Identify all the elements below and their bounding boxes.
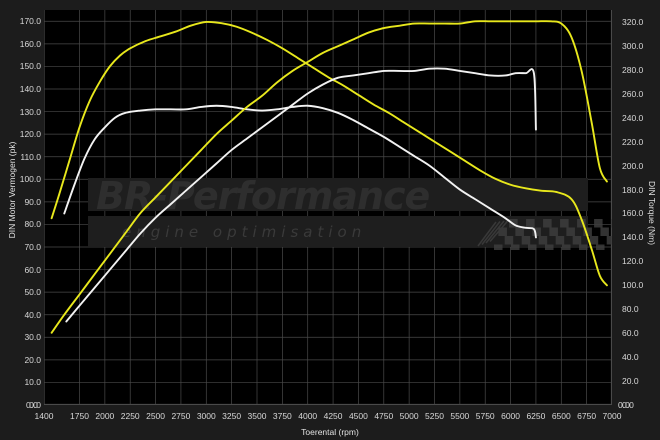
y-axis-left-tick-label: 50.0 <box>24 287 41 298</box>
y-axis-right-tick-label: 240.0 <box>622 112 644 123</box>
y-axis-right-tick-label: 120.0 <box>622 256 644 267</box>
axis-zero-label-left: 0.0 <box>26 400 38 410</box>
x-axis-tick-label: 3000 <box>196 411 216 421</box>
y-axis-right-tick-label: 160.0 <box>622 208 644 219</box>
y-axis-left-tick-label: 80.0 <box>24 219 41 230</box>
y-axis-left-tick-label: 0.0 <box>29 400 41 410</box>
curve-stock-torque-nm <box>63 104 537 239</box>
x-axis-tick-label: 6750 <box>577 411 597 421</box>
x-axis-tick-label: 3250 <box>222 411 242 421</box>
y-axis-left-tick-label: 150.0 <box>19 61 41 72</box>
x-axis-tick-label: 4000 <box>298 411 318 421</box>
data-curves <box>50 20 608 334</box>
y-axis-right-tick-label: 60.0 <box>622 328 639 339</box>
curve-tuned-power-pk <box>50 20 608 334</box>
x-axis-tick-label: 2000 <box>95 411 115 421</box>
x-axis-tick-label: 4500 <box>348 411 368 421</box>
y-axis-right-tick-label: 260.0 <box>622 88 644 99</box>
x-axis-tick-label: 1750 <box>70 411 89 421</box>
x-axis-title: Toerental (rpm) <box>301 427 359 437</box>
plot-area[interactable]: BR-Performance engine optimisation <box>44 10 612 405</box>
y-axis-left-tick-label: 30.0 <box>24 332 41 343</box>
y-axis-right-tick-label: 220.0 <box>622 136 644 147</box>
y-axis-right-tick-label: 180.0 <box>622 184 644 195</box>
y-axis-left-tick-label: 40.0 <box>24 309 41 320</box>
y-axis-right-tick-label: 200.0 <box>622 160 644 171</box>
y-axis-right-tick-label: 0.0 <box>622 400 634 410</box>
y-axis-right-tick-label: 20.0 <box>622 376 639 387</box>
y-axis-left-tick-label: 100.0 <box>19 174 41 185</box>
x-axis-tick-label: 4750 <box>374 411 394 421</box>
x-axis-tick-label: 2750 <box>171 411 191 421</box>
y-axis-left-tick-label: 20.0 <box>24 354 41 365</box>
y-axis-right-tick-label: 40.0 <box>622 352 639 363</box>
curve-tuned-torque-nm <box>50 20 608 287</box>
y-axis-left-tick-label: 110.0 <box>20 151 41 162</box>
y-axis-right-tick-label: 300.0 <box>622 40 644 51</box>
x-axis-tick-label: 5500 <box>450 411 470 421</box>
y-axis-left-tick-label: 170.0 <box>19 16 41 27</box>
x-axis-tick-label: 5250 <box>425 411 444 421</box>
y-axis-left-ticks: 0.0 10.0 20.0 30.0 40.0 50.0 60.0 70.0 80.0 90.0 1… <box>0 0 41 440</box>
y-axis-right-tick-label: 100.0 <box>622 280 644 291</box>
y-axis-left-tick-label: 130.0 <box>19 106 41 117</box>
x-axis-tick-label: 5000 <box>399 411 419 421</box>
y-axis-right-tick-label: 280.0 <box>622 64 644 75</box>
y-axis-right-tick-label: 320.0 <box>622 16 644 27</box>
y-axis-left-tick-label: 60.0 <box>24 264 41 275</box>
y-axis-left-tick-label: 120.0 <box>19 129 41 140</box>
x-axis-tick-label: 3500 <box>247 411 267 421</box>
x-axis-tick-label: 5750 <box>475 411 495 421</box>
x-axis-tick-label: 4250 <box>323 411 343 421</box>
y-axis-left-tick-label: 140.0 <box>19 84 41 94</box>
axis-zero-label-right: 0.0 <box>618 400 630 410</box>
x-axis-tick-label: 6000 <box>501 411 521 421</box>
y-axis-right-tick-label: 80.0 <box>622 304 639 315</box>
y-axis-right-tick-label: 140.0 <box>622 232 644 243</box>
curve-stock-power-pk <box>65 67 537 323</box>
x-axis-tick-label: 2500 <box>146 411 166 421</box>
y-axis-left-tick-label: 90.0 <box>24 196 41 207</box>
y-axis-left-tick-label: 10.0 <box>24 377 41 388</box>
y-axis-left-tick-label: 70.0 <box>24 242 41 252</box>
y-axis-right-ticks: 0.0 20.0 40.0 60.0 80.0 100.0 120.0 140.0 160.0 1… <box>616 0 660 440</box>
x-axis-tick-label: 1400 <box>34 411 54 421</box>
x-axis-tick-label: 6500 <box>551 411 571 421</box>
y-axis-left-tick-label: 160.0 <box>19 38 41 49</box>
x-axis-tick-label: 2250 <box>120 411 140 421</box>
x-axis-tick-label: 3750 <box>272 411 292 421</box>
x-axis-tick-label: 6250 <box>526 411 546 421</box>
x-axis-tick-label: 7000 <box>602 411 622 421</box>
